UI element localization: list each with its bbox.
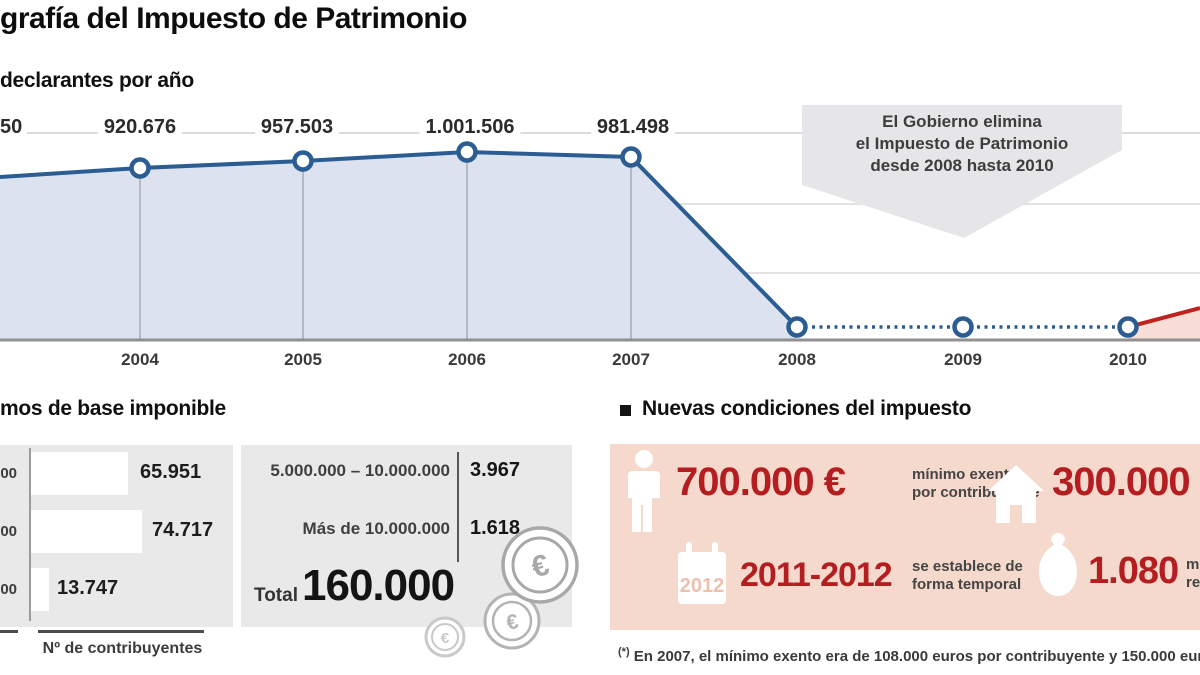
euro-coin-small: € xyxy=(424,616,466,658)
year-label: 2010 xyxy=(1109,350,1147,369)
bar-label-fragment: 00 xyxy=(0,465,17,482)
calendar-icon: 2012 xyxy=(678,542,726,604)
bar-label-fragment: 00 xyxy=(0,581,17,598)
svg-text:€: € xyxy=(504,610,521,635)
total-label: Total xyxy=(254,585,298,606)
heading-bullet xyxy=(620,405,631,416)
year-label: 2007 xyxy=(612,350,650,369)
bar-value: 74.717 xyxy=(152,519,214,541)
red-line xyxy=(1127,306,1200,329)
bar-x-axis-stub xyxy=(0,630,18,633)
chart-heading: declarantes por año xyxy=(0,69,194,92)
year-label: 2008 xyxy=(778,350,816,369)
point-label: 920.676 xyxy=(97,114,183,140)
range-label: Más de 10.000.000 xyxy=(302,519,450,538)
contributors-axis-label: Nº de contribuyentes xyxy=(42,640,203,657)
footnote-marker: (*) xyxy=(618,646,630,658)
data-point-marker xyxy=(786,316,808,338)
bar-y-axis xyxy=(29,448,31,621)
condition-value: 700.000 € xyxy=(676,460,846,504)
data-point-marker xyxy=(620,146,642,168)
year-label: 2006 xyxy=(448,350,486,369)
data-point-marker xyxy=(292,150,314,172)
person-icon xyxy=(628,450,660,532)
caption-line: se establece de xyxy=(912,558,1023,575)
conditions-heading: Nuevas condiciones del impuesto xyxy=(642,397,972,420)
year-label: 2009 xyxy=(944,350,982,369)
page-title: grafía del Impuesto de Patrimonio xyxy=(0,2,467,35)
declarants-line-chart xyxy=(0,105,1200,342)
bar-value: 65.951 xyxy=(140,461,202,483)
data-point-marker xyxy=(1117,316,1139,338)
caption-line: re xyxy=(1186,574,1200,591)
point-label: 1.001.506 xyxy=(419,114,521,140)
money-bag-icon xyxy=(1039,533,1077,596)
point-label-fragment: 50 xyxy=(0,114,28,140)
data-point-marker xyxy=(129,157,151,179)
base-imponible-heading: mos de base imponible xyxy=(0,397,226,420)
condition-value: 300.000 € xyxy=(1052,460,1200,504)
point-label: 981.498 xyxy=(590,114,676,140)
house-icon xyxy=(988,465,1044,523)
range-divider xyxy=(457,452,459,562)
data-point-marker xyxy=(456,141,478,163)
range-value: 1.618 xyxy=(470,517,521,539)
bar-x-axis xyxy=(38,630,204,633)
condition-caption: m re xyxy=(1186,556,1200,592)
year-label: 2005 xyxy=(284,350,322,369)
range-value: 3.967 xyxy=(470,459,521,481)
bar-value: 13.747 xyxy=(57,577,119,599)
data-point-marker xyxy=(952,316,974,338)
annotation-line: desde 2008 hasta 2010 xyxy=(870,156,1054,175)
bar-label-fragment: 00 xyxy=(0,523,17,540)
bar xyxy=(31,510,142,553)
annotation-text: El Gobierno elimina el Impuesto de Patri… xyxy=(802,111,1122,177)
condition-caption: se establece de forma temporal xyxy=(912,558,1023,594)
annotation-callout xyxy=(802,105,1122,238)
svg-text:€: € xyxy=(441,630,450,647)
point-label: 957.503 xyxy=(254,114,340,140)
declarants-line xyxy=(0,149,799,329)
euro-coin-medium: € xyxy=(483,592,541,650)
svg-text:2012: 2012 xyxy=(680,575,725,597)
caption-line: m xyxy=(1186,556,1200,573)
euro-coin-large: € xyxy=(501,526,579,604)
caption-line: mínimo exento xyxy=(912,466,1018,483)
condition-value: 1.080 xyxy=(1088,550,1179,592)
bar xyxy=(31,452,128,495)
caption-line: forma temporal xyxy=(912,576,1022,593)
annotation-line: el Impuesto de Patrimonio xyxy=(855,134,1069,153)
red-area-fill xyxy=(1128,308,1200,340)
year-label: 2004 xyxy=(121,350,159,369)
area-fill xyxy=(0,152,797,340)
range-label: 5.000.000 – 10.000.000 xyxy=(270,461,450,480)
footnote-text: En 2007, el mínimo exento era de 108.000… xyxy=(633,648,1200,665)
bar xyxy=(31,568,49,611)
footnote: (*) En 2007, el mínimo exento era de 108… xyxy=(618,646,1200,665)
condition-value: 2011-2012 xyxy=(740,556,893,594)
euro-coins-icon: € € € xyxy=(424,526,579,658)
annotation-line: El Gobierno elimina xyxy=(882,112,1042,131)
total-value: 160.000 xyxy=(302,561,455,610)
